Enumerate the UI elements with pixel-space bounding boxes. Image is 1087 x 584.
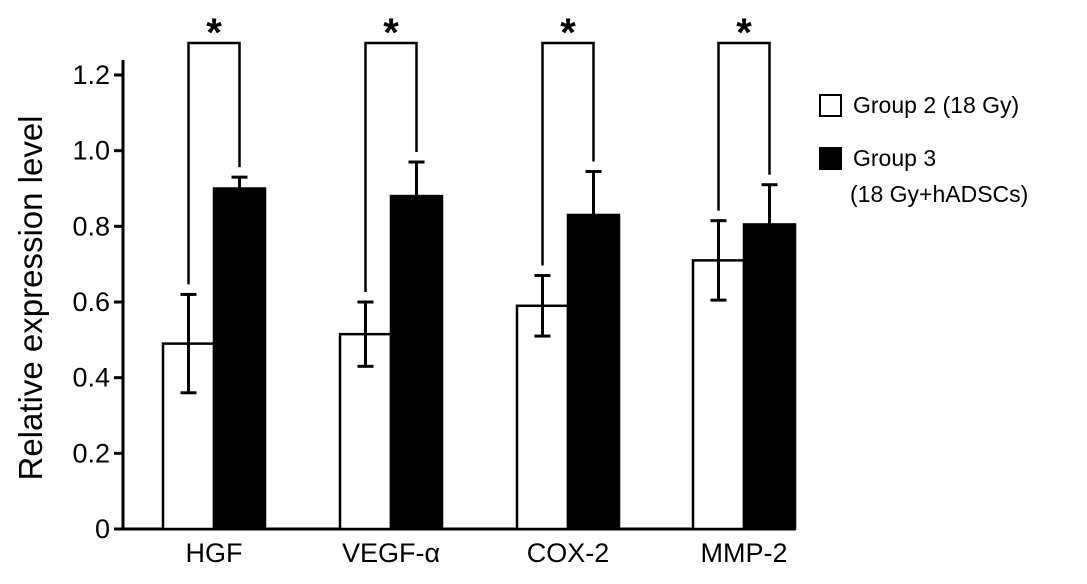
bar-1 bbox=[515, 304, 570, 531]
significance-brackets: * * * * bbox=[187, 11, 771, 292]
bar-2 bbox=[212, 187, 267, 531]
y-tick-label: 0 bbox=[95, 514, 110, 544]
bar-2 bbox=[742, 223, 797, 531]
x-tick-label: COX-2 bbox=[527, 538, 610, 568]
significance-star: * bbox=[206, 11, 222, 55]
y-tick-label: 0.2 bbox=[72, 438, 110, 468]
bar-2 bbox=[566, 213, 621, 531]
x-tick-label: VEGF-α bbox=[342, 538, 440, 568]
significance-bracket bbox=[717, 41, 771, 211]
significance-bracket bbox=[187, 41, 241, 285]
y-tick-label: 1.2 bbox=[72, 60, 110, 90]
y-tick-label: 0.8 bbox=[72, 211, 110, 241]
significance-star: * bbox=[560, 11, 576, 55]
legend-label: (18 Gy+hADSCs) bbox=[850, 181, 1028, 207]
legend-swatch-1 bbox=[819, 94, 842, 117]
bar-2 bbox=[389, 194, 444, 531]
significance-bracket bbox=[541, 41, 595, 266]
significance-bracket bbox=[364, 41, 418, 292]
significance-star: * bbox=[383, 11, 399, 55]
legend-label: Group 2 (18 Gy) bbox=[853, 92, 1019, 118]
legend: Group 2 (18 Gy) Group 3 (18 Gy+hADSCs) bbox=[819, 92, 1028, 207]
y-tick-label: 1.0 bbox=[72, 136, 110, 166]
significance-star: * bbox=[736, 11, 752, 55]
x-tick-label: MMP-2 bbox=[701, 538, 788, 568]
y-tick-label: 0.4 bbox=[72, 363, 110, 393]
y-axis-label: Relative expression level bbox=[12, 115, 49, 480]
legend-label: Group 3 bbox=[853, 145, 936, 171]
y-tick-label: 0.6 bbox=[72, 287, 110, 317]
bars bbox=[161, 160, 797, 531]
legend-swatch-2 bbox=[819, 147, 842, 170]
axes: 0 0.2 0.4 0.6 0.8 1.0 1.2 HGF VEGF-α COX-2 MMP-2 bbox=[72, 60, 795, 568]
x-tick-label: HGF bbox=[186, 538, 243, 568]
